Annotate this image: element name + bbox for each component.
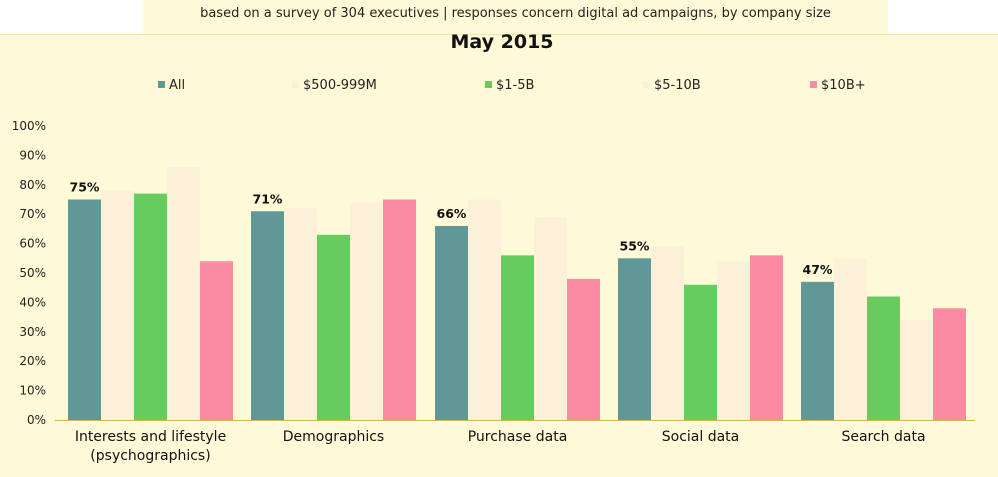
y-tick-label: 80%: [19, 178, 46, 192]
x-tick-label: Social data: [662, 429, 740, 445]
legend-item-500-999m[interactable]: $500-999M: [292, 78, 377, 94]
bar-all-0: [68, 199, 101, 420]
bar-5-10b-1: [350, 202, 383, 420]
bar-1-5b-2: [501, 255, 534, 420]
x-tick-label: (psychographics): [90, 448, 210, 464]
legend-item-all[interactable]: All: [158, 78, 185, 94]
x-tick-label: Interests and lifestyle: [75, 429, 226, 445]
y-tick-label: 50%: [19, 266, 46, 280]
data-label-all-2: 66%: [437, 206, 467, 221]
chart-title: May 2015: [450, 31, 554, 53]
y-tick-label: 20%: [19, 354, 46, 368]
data-label-all-3: 55%: [620, 238, 650, 253]
legend: All $500-999M $1-5B $5-10B $10B+: [0, 78, 998, 94]
bar-all-2: [435, 225, 468, 420]
y-tick-label: 60%: [19, 237, 46, 251]
legend-item-5-10b[interactable]: $5-10B: [643, 78, 701, 94]
y-tick-label: 0%: [27, 413, 46, 427]
bar-500-999m-3: [651, 246, 684, 420]
bar-all-1: [251, 211, 284, 420]
legend-item-10b-plus[interactable]: $10B+: [810, 78, 866, 94]
x-tick-label: Purchase data: [468, 429, 568, 445]
bar-all-4: [801, 281, 834, 420]
bar-10b-2: [567, 278, 600, 420]
legend-swatch-1-5b: [485, 81, 492, 88]
bar-5-10b-3: [717, 261, 750, 420]
y-tick-label: 100%: [12, 119, 46, 133]
bar-1-5b-3: [684, 284, 717, 420]
legend-swatch-10b-plus: [810, 81, 817, 88]
bar-10b-0: [200, 261, 233, 420]
chart-subtitle: based on a survey of 304 executives | re…: [200, 6, 831, 21]
bar-500-999m-4: [834, 258, 867, 420]
y-tick-label: 10%: [19, 384, 46, 398]
header-band: [143, 0, 888, 34]
legend-swatch-all: [158, 81, 165, 88]
legend-swatch-500-999m: [292, 81, 299, 88]
legend-label-1-5b: $1-5B: [496, 78, 535, 93]
x-tick-label: Search data: [841, 429, 925, 445]
legend-item-1-5b[interactable]: $1-5B: [485, 78, 534, 94]
data-label-all-4: 47%: [803, 262, 833, 277]
bar-10b-3: [750, 255, 783, 420]
bar-10b-1: [383, 199, 416, 420]
bar-5-10b-4: [900, 320, 933, 420]
bar-all-3: [618, 258, 651, 420]
y-tick-label: 70%: [19, 207, 46, 221]
bar-1-5b-4: [867, 296, 900, 420]
bar-1-5b-0: [134, 193, 167, 420]
legend-label-10b-plus: $10B+: [821, 78, 866, 93]
bar-1-5b-1: [317, 234, 350, 420]
legend-label-5-10b: $5-10B: [654, 78, 701, 93]
legend-label-500-999m: $500-999M: [303, 78, 377, 93]
y-tick-label: 90%: [19, 148, 46, 162]
data-label-all-1: 71%: [253, 191, 283, 206]
bar-500-999m-1: [284, 208, 317, 420]
bar-10b-4: [933, 308, 966, 420]
data-label-all-0: 75%: [70, 180, 100, 195]
bar-5-10b-2: [534, 217, 567, 420]
x-tick-label: Demographics: [283, 429, 384, 445]
legend-swatch-5-10b: [643, 81, 650, 88]
y-tick-label: 40%: [19, 295, 46, 309]
bar-500-999m-0: [101, 190, 134, 420]
legend-label-all: All: [169, 78, 186, 93]
bar-500-999m-2: [468, 199, 501, 420]
bar-5-10b-0: [167, 167, 200, 420]
y-tick-label: 30%: [19, 325, 46, 339]
